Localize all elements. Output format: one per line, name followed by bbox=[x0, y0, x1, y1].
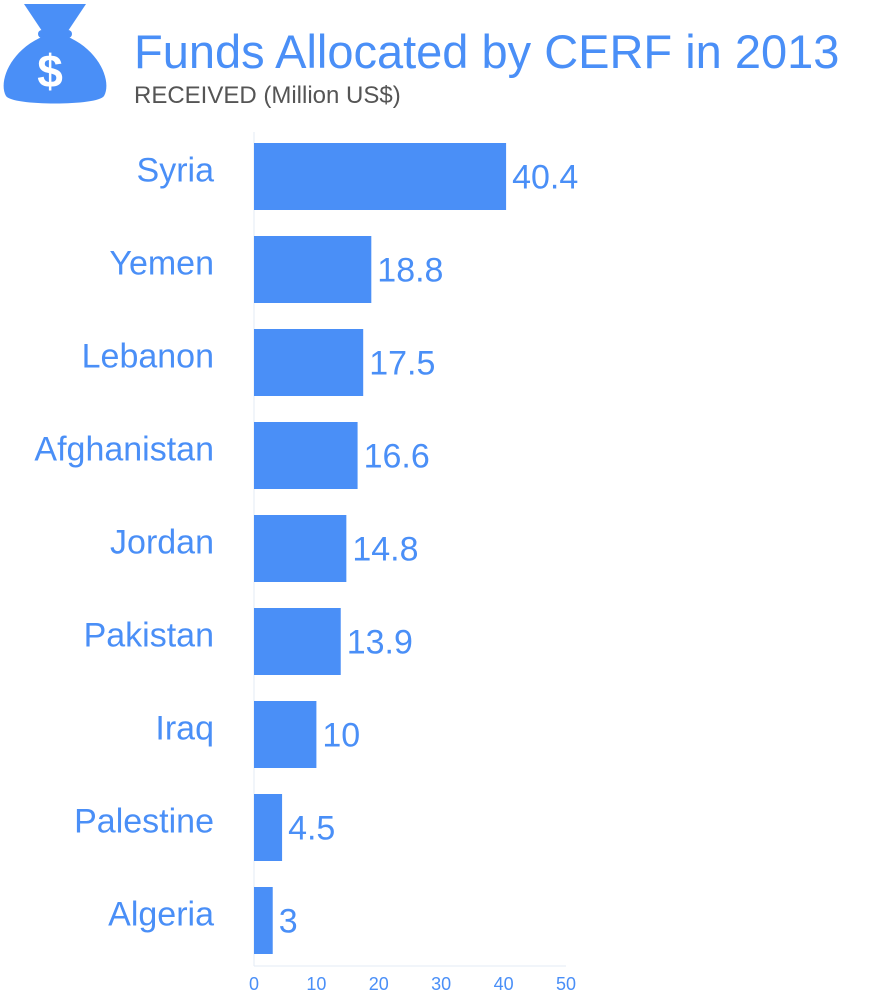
bar-jordan bbox=[254, 515, 347, 582]
x-tick-label-20: 20 bbox=[369, 974, 389, 994]
chart-subtitle: RECEIVED (Million US$) bbox=[134, 82, 401, 109]
category-label-iraq: Iraq bbox=[155, 710, 214, 748]
data-label-algeria: 3 bbox=[279, 903, 298, 941]
bar-algeria bbox=[254, 887, 273, 954]
x-tick-label-50: 50 bbox=[556, 974, 576, 994]
data-label-yemen: 18.8 bbox=[377, 252, 443, 290]
category-labels-group: Syria Yemen Lebanon Afghanistan Jordan Pakist… bbox=[34, 152, 214, 934]
x-tick-label-40: 40 bbox=[494, 974, 514, 994]
category-label-yemen: Yemen bbox=[109, 245, 214, 283]
category-label-syria: Syria bbox=[137, 152, 215, 190]
category-label-jordan: Jordan bbox=[110, 524, 214, 562]
data-labels-group: 40.4 18.8 17.5 16.6 14.8 13.9 10 4.5 3 bbox=[279, 159, 579, 941]
bar-yemen bbox=[254, 236, 372, 303]
data-label-jordan: 14.8 bbox=[352, 531, 418, 569]
bar-pakistan bbox=[254, 608, 341, 675]
category-label-lebanon: Lebanon bbox=[82, 338, 214, 376]
x-tick-label-10: 10 bbox=[306, 974, 326, 994]
bar-iraq bbox=[254, 701, 317, 768]
category-label-afghanistan: Afghanistan bbox=[34, 431, 214, 469]
data-label-palestine: 4.5 bbox=[288, 810, 335, 848]
bar-syria bbox=[254, 143, 507, 210]
data-label-pakistan: 13.9 bbox=[347, 624, 413, 662]
category-label-palestine: Palestine bbox=[74, 803, 214, 841]
data-label-syria: 40.4 bbox=[512, 159, 578, 197]
svg-text:$: $ bbox=[37, 45, 63, 97]
data-label-iraq: 10 bbox=[322, 717, 360, 755]
bar-afghanistan bbox=[254, 422, 358, 489]
chart-title: Funds Allocated by CERF in 2013 bbox=[134, 25, 840, 78]
category-label-pakistan: Pakistan bbox=[84, 617, 214, 655]
x-tick-label-0: 0 bbox=[249, 974, 259, 994]
data-label-afghanistan: 16.6 bbox=[364, 438, 430, 476]
bars-group bbox=[254, 143, 507, 954]
bar-lebanon bbox=[254, 329, 364, 396]
data-label-lebanon: 17.5 bbox=[369, 345, 435, 383]
category-label-algeria: Algeria bbox=[108, 896, 214, 934]
x-tick-labels-group: 0 10 20 30 40 50 bbox=[249, 974, 576, 994]
x-tick-label-30: 30 bbox=[431, 974, 451, 994]
money-bag-dollar-icon: $ bbox=[3, 4, 107, 104]
bar-palestine bbox=[254, 794, 283, 861]
